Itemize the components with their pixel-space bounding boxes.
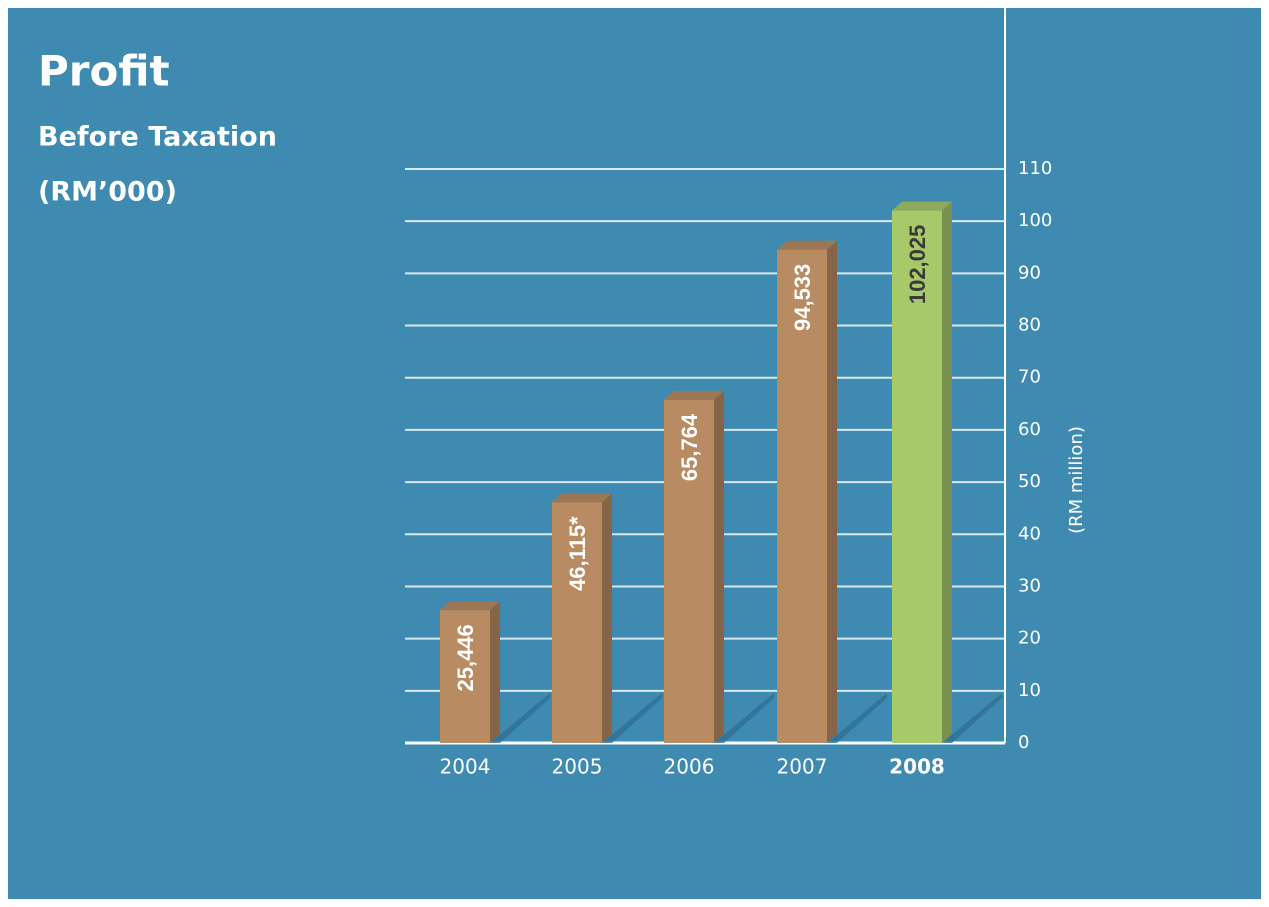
- bar-shadow: [714, 693, 774, 743]
- chart-title: Profit: [38, 47, 170, 96]
- bar: [440, 610, 490, 743]
- bar: [664, 399, 714, 743]
- y-tick-label: 80: [1018, 315, 1041, 336]
- bar-side: [714, 390, 724, 743]
- bar-shadow: [602, 693, 662, 743]
- bar-side: [490, 601, 500, 743]
- chart-subtitle: Before Taxation: [38, 122, 277, 153]
- y-tick-label: 110: [1018, 158, 1052, 179]
- y-axis-label: (RM million): [1066, 426, 1087, 534]
- bar-side: [827, 240, 837, 743]
- x-tick-label: 2007: [777, 755, 828, 779]
- bar-top: [664, 390, 724, 400]
- bar: [552, 502, 602, 743]
- bar: [777, 249, 827, 743]
- y-tick-label: 90: [1018, 262, 1041, 283]
- y-tick-label: 60: [1018, 419, 1041, 440]
- y-tick-label: 100: [1018, 210, 1052, 231]
- bar: [892, 210, 942, 744]
- value-label: 102,025: [905, 225, 930, 305]
- value-label: 94,533: [790, 264, 815, 331]
- y-tick-label: 50: [1018, 471, 1041, 492]
- y-tick-label: 0: [1018, 732, 1029, 753]
- chart-subtitle: (RM’000): [38, 177, 177, 208]
- bar-shadow: [490, 693, 550, 743]
- bar-side: [602, 493, 612, 743]
- value-label: 25,446: [453, 624, 478, 691]
- y-tick-label: 10: [1018, 680, 1041, 701]
- bar-shadow: [827, 693, 887, 743]
- y-tick-label: 30: [1018, 575, 1041, 596]
- x-tick-label: 2006: [664, 755, 715, 779]
- bar-top: [892, 201, 952, 211]
- x-tick-label: 2005: [552, 755, 603, 779]
- bar-top: [440, 601, 500, 611]
- bar-top: [777, 240, 837, 250]
- y-tick-label: 70: [1018, 367, 1041, 388]
- y-tick-label: 20: [1018, 628, 1041, 649]
- x-tick-label: 2004: [440, 755, 491, 779]
- value-label: 65,764: [677, 413, 702, 481]
- x-tick-label: 2008: [889, 755, 945, 779]
- background: [8, 8, 1261, 899]
- bar-side: [942, 201, 952, 744]
- bar-shadow: [942, 693, 1002, 743]
- value-label: 46,115*: [565, 516, 590, 591]
- bar-top: [552, 493, 612, 503]
- y-tick-label: 40: [1018, 523, 1041, 544]
